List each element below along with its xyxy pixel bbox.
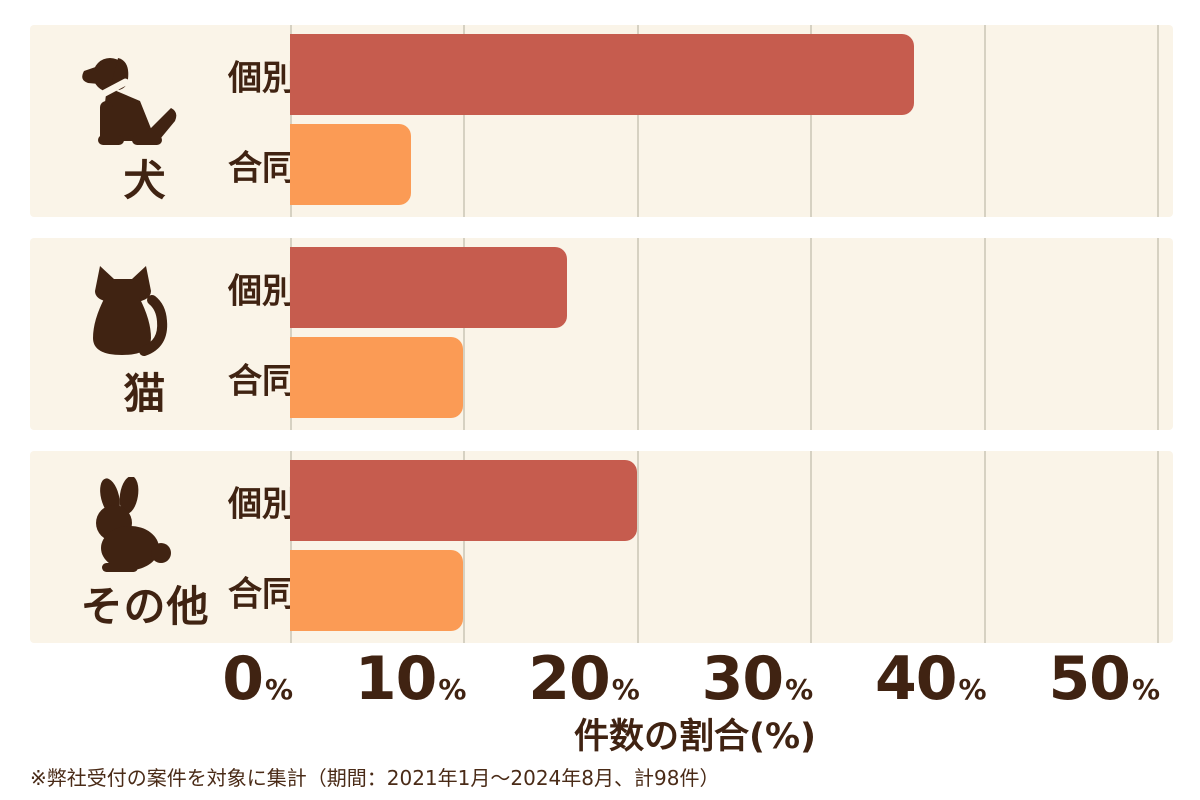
bar-row-dog-0: 個別 bbox=[30, 34, 1173, 115]
series-label: 合同 bbox=[228, 361, 296, 401]
bar-dog-0 bbox=[290, 34, 915, 115]
x-tick-value: 0 bbox=[222, 644, 264, 714]
series-label: 個別 bbox=[228, 484, 296, 524]
bar-dog-1 bbox=[290, 124, 412, 205]
x-tick-30: 30% bbox=[702, 644, 814, 714]
gridline-10pct bbox=[463, 238, 466, 430]
gridline-0pct bbox=[290, 238, 292, 430]
gridline-50pct bbox=[1157, 451, 1159, 643]
series-label: 個別 bbox=[228, 58, 296, 98]
bar-row-rabbit-1: 合同 bbox=[30, 550, 1173, 631]
category-panel-rabbit: その他 個別合同 bbox=[30, 451, 1173, 643]
gridline-20pct bbox=[636, 451, 639, 643]
bar-row-dog-1: 合同 bbox=[30, 124, 1173, 205]
bar-rabbit-1 bbox=[290, 550, 464, 631]
gridline-30pct bbox=[810, 451, 813, 643]
x-axis: 0% 10% 20% 30% 40% 50% bbox=[0, 644, 1200, 716]
bar-cat-0 bbox=[290, 247, 568, 328]
x-tick-unit: % bbox=[264, 673, 293, 706]
series-label: 合同 bbox=[228, 148, 296, 188]
category-column: 猫 bbox=[30, 238, 260, 430]
gridline-10pct bbox=[463, 451, 466, 643]
bar-cat-1 bbox=[290, 337, 464, 418]
category-column: 犬 bbox=[30, 25, 260, 217]
bar-rabbit-0 bbox=[290, 460, 637, 541]
gridline-50pct bbox=[1157, 238, 1159, 430]
gridline-0pct bbox=[290, 25, 292, 217]
bar-row-rabbit-0: 個別 bbox=[30, 460, 1173, 541]
x-tick-unit: % bbox=[438, 673, 467, 706]
x-tick-value: 50 bbox=[1048, 644, 1130, 714]
gridline-50pct bbox=[1157, 25, 1159, 217]
x-tick-10: 10% bbox=[355, 644, 467, 714]
category-label-dog: 犬 bbox=[123, 156, 167, 205]
x-tick-50: 50% bbox=[1048, 644, 1160, 714]
category-label-rabbit: その他 bbox=[80, 582, 210, 631]
x-tick-20: 20% bbox=[528, 644, 640, 714]
bar-row-cat-0: 個別 bbox=[30, 247, 1173, 328]
x-tick-value: 10 bbox=[354, 644, 437, 714]
gridline-30pct bbox=[810, 238, 813, 430]
bar-row-cat-1: 合同 bbox=[30, 337, 1173, 418]
gridline-0pct bbox=[290, 451, 292, 643]
x-tick-unit: % bbox=[785, 673, 814, 706]
x-tick-unit: % bbox=[958, 673, 987, 706]
x-tick-40: 40% bbox=[875, 644, 987, 714]
category-panel-dog: 犬 個別合同 bbox=[30, 25, 1173, 217]
category-panel-cat: 猫 個別合同 bbox=[30, 238, 1173, 430]
category-label-cat: 猫 bbox=[123, 369, 167, 418]
x-tick-value: 40 bbox=[875, 644, 957, 714]
gridline-10pct bbox=[463, 25, 466, 217]
x-tick-0: 0% bbox=[222, 644, 293, 714]
x-tick-unit: % bbox=[1131, 673, 1160, 706]
x-tick-value: 20 bbox=[528, 644, 610, 714]
x-axis-title: 件数の割合(%) bbox=[573, 717, 817, 757]
gridline-40pct bbox=[983, 238, 986, 430]
category-column: その他 bbox=[30, 451, 260, 643]
footnote: ※弊社受付の案件を対象に集計（期間：2021年1月〜2024年8月、計98件） bbox=[30, 766, 720, 790]
gridline-40pct bbox=[983, 25, 986, 217]
gridline-20pct bbox=[636, 25, 639, 217]
gridline-40pct bbox=[983, 451, 986, 643]
gridline-20pct bbox=[636, 238, 639, 430]
x-tick-value: 30 bbox=[701, 644, 784, 714]
series-label: 個別 bbox=[228, 271, 296, 311]
gridline-30pct bbox=[810, 25, 813, 217]
series-label: 合同 bbox=[228, 574, 296, 614]
x-tick-unit: % bbox=[611, 673, 640, 706]
